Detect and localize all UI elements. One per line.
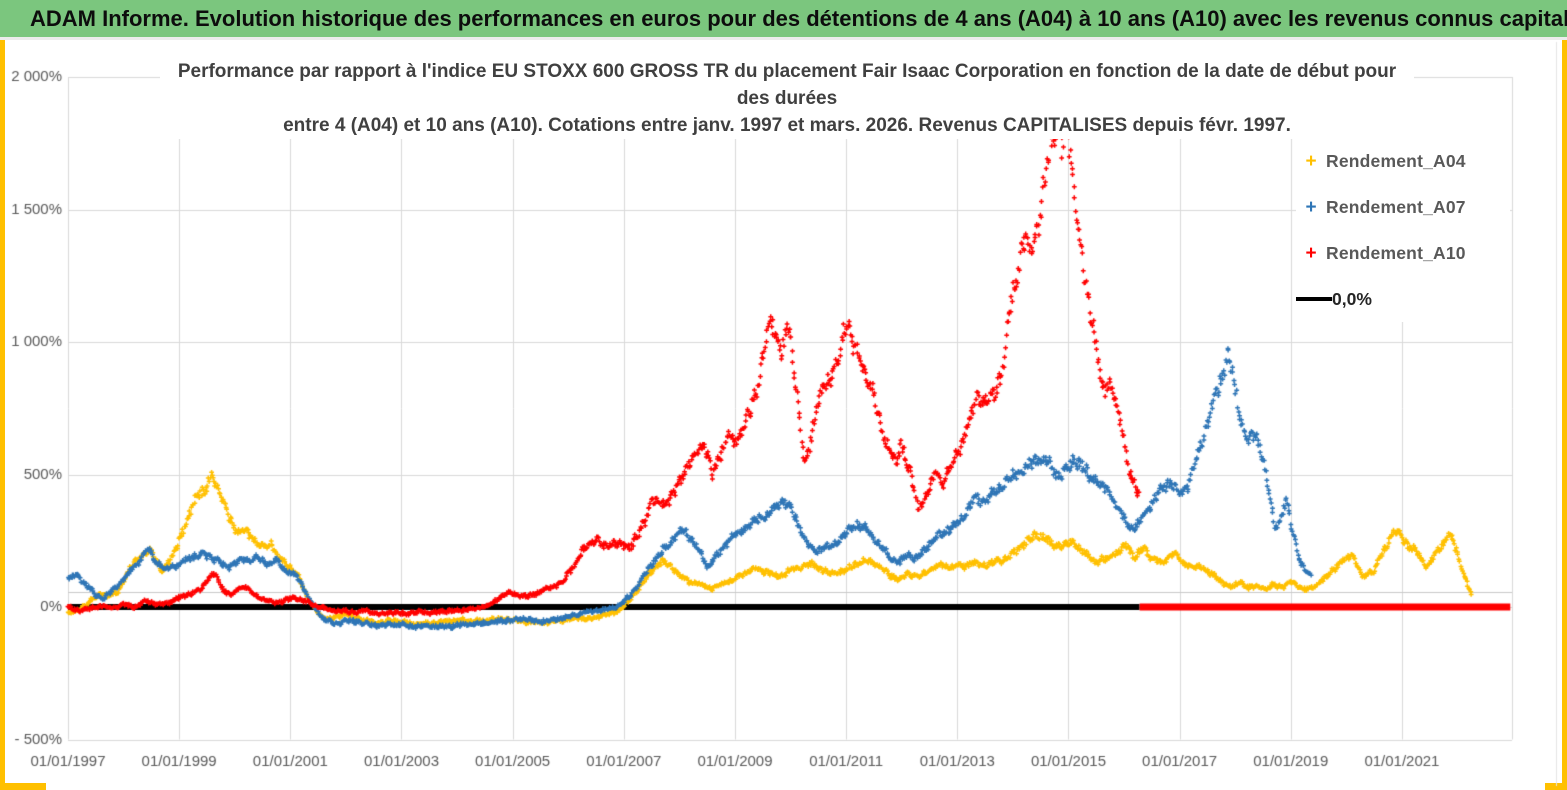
legend-item-zero-line: 0,0% — [1296, 276, 1510, 322]
report-title: ADAM Informe. Evolution historique des p… — [30, 5, 1567, 31]
legend-label: Rendement_A04 — [1326, 150, 1466, 171]
legend-label: Rendement_A10 — [1326, 242, 1466, 263]
chart-title: Performance par rapport à l'indice EU ST… — [160, 58, 1414, 139]
chart-title-line2: entre 4 (A04) et 10 ans (A10). Cotations… — [283, 115, 1291, 136]
plus-marker-icon: + — [1305, 150, 1317, 172]
plus-marker-icon: + — [1305, 196, 1317, 218]
legend-label: 0,0% — [1332, 288, 1372, 309]
report-header-bar: ADAM Informe. Evolution historique des p… — [0, 0, 1567, 40]
legend-item-a07: + Rendement_A07 — [1296, 184, 1510, 230]
legend-label: Rendement_A07 — [1326, 196, 1466, 217]
zero-line-sample-icon — [1296, 297, 1332, 301]
chart-legend: + Rendement_A04 + Rendement_A07 + Rendem… — [1296, 138, 1510, 322]
chart-title-line1: Performance par rapport à l'indice EU ST… — [177, 61, 1397, 109]
legend-item-a04: + Rendement_A04 — [1296, 138, 1510, 184]
plus-marker-icon: + — [1305, 242, 1317, 264]
legend-item-a10: + Rendement_A10 — [1296, 230, 1510, 276]
